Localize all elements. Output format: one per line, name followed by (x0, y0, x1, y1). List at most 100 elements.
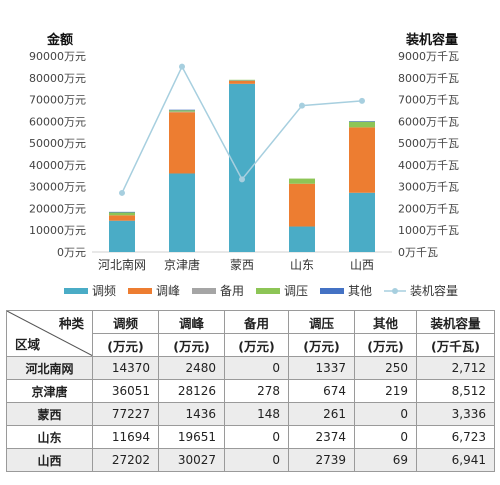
right-tick-label: 1000万千瓦 (398, 224, 459, 237)
category-label: 京津唐 (164, 257, 200, 272)
right-tick-label: 6000万千瓦 (398, 115, 459, 128)
left-tick-label: 40000万元 (29, 159, 86, 172)
bar-segment (289, 183, 315, 227)
table-corner-cell: 种类 区域 (6, 310, 93, 357)
bar-segment (169, 109, 195, 111)
bar-segment (349, 192, 375, 252)
header-tiaofeng: 调峰 (158, 310, 225, 334)
legend-swatch (256, 288, 280, 294)
header-tiaopin: 调频 (92, 310, 159, 334)
right-tick-label: 9000万千瓦 (398, 50, 459, 63)
left-tick-label: 10000万元 (29, 224, 86, 237)
row-region: 河北南网 (6, 356, 93, 380)
table-cell: 0 (224, 356, 289, 380)
table-row: 京津唐 36051 28126 278 674 219 8,512 (6, 379, 495, 403)
legend-label: 装机容量 (410, 283, 458, 298)
table-row: 山西 27202 30027 0 2739 69 6,941 (6, 448, 495, 472)
table-cell: 2,712 (416, 356, 495, 380)
corner-bottom-label: 区域 (15, 337, 41, 352)
header-beiyong: 备用 (224, 310, 289, 334)
left-tick-label: 0万元 (57, 246, 86, 259)
chart-canvas: 金额 装机容量0万元10000万元20000万元30000万元40000万元500… (29, 32, 459, 298)
table-cell: 250 (354, 356, 417, 380)
legend-label: 调频 (92, 284, 116, 298)
table-cell: 19651 (158, 425, 225, 449)
capacity-point (239, 176, 245, 183)
table-cell: 0 (354, 402, 417, 426)
table-cell: 1337 (288, 356, 355, 380)
category-label: 蒙西 (230, 258, 254, 272)
right-tick-label: 4000万千瓦 (398, 159, 459, 172)
row-region: 山西 (6, 448, 93, 472)
legend-swatch (128, 288, 152, 294)
table-row: 河北南网 14370 2480 0 1337 250 2,712 (6, 356, 495, 380)
table-cell: 2374 (288, 425, 355, 449)
table-cell: 0 (224, 448, 289, 472)
bar-segment (169, 173, 195, 252)
left-tick-label: 70000万元 (29, 94, 86, 107)
table-cell: 0 (354, 425, 417, 449)
unit-tiaopin: (万元) (92, 333, 159, 357)
legend-label: 备用 (220, 284, 244, 298)
bar-segment (229, 80, 255, 84)
row-region: 蒙西 (6, 402, 93, 426)
corner-diagonal (7, 311, 92, 356)
bar-segment (169, 112, 195, 174)
right-tick-label: 2000万千瓦 (398, 202, 459, 215)
right-tick-label: 5000万千瓦 (398, 137, 459, 150)
table-cell: 674 (288, 379, 355, 403)
bar-segment (349, 121, 375, 122)
bar-segment (349, 127, 375, 193)
table-cell: 0 (224, 425, 289, 449)
data-table: 种类 区域 调频 调峰 备用 调压 其他 装机容量 (万元) (万元) (万元)… (6, 310, 495, 472)
right-tick-label: 0万千瓦 (398, 246, 438, 259)
table-cell: 36051 (92, 379, 159, 403)
table-cell: 27202 (92, 448, 159, 472)
table-cell: 148 (224, 402, 289, 426)
header-capacity: 装机容量 (416, 310, 495, 334)
legend-label: 调峰 (156, 284, 180, 298)
table-cell: 2480 (158, 356, 225, 380)
legend-swatch (192, 288, 216, 294)
legend-marker (392, 288, 398, 294)
legend-label: 其他 (348, 284, 372, 298)
legend-swatch (64, 288, 88, 294)
bar-segment (109, 220, 135, 252)
bar-segment (229, 80, 255, 81)
header-qita: 其他 (354, 310, 417, 334)
capacity-point (299, 102, 305, 109)
capacity-point (359, 97, 365, 104)
table-cell: 3,336 (416, 402, 495, 426)
category-label: 河北南网 (98, 257, 146, 272)
table-cell: 2739 (288, 448, 355, 472)
table-cell: 69 (354, 448, 417, 472)
category-label: 山东 (290, 258, 314, 272)
table-cell: 1436 (158, 402, 225, 426)
table-cell: 77227 (92, 402, 159, 426)
unit-beiyong: (万元) (224, 333, 289, 357)
bar-segment (289, 178, 315, 184)
table-cell: 8,512 (416, 379, 495, 403)
bar-segment (109, 215, 135, 221)
bar-segment (289, 226, 315, 252)
table-header-row: 种类 区域 调频 调峰 备用 调压 其他 装机容量 (6, 310, 495, 357)
bar-segment (169, 111, 195, 113)
bar-segment (169, 110, 195, 112)
legend-swatch (320, 288, 344, 294)
left-tick-label: 80000万元 (29, 72, 86, 85)
table-cell: 6,941 (416, 448, 495, 472)
legend-label: 调压 (284, 284, 308, 298)
bar-segment (109, 211, 135, 213)
table-cell: 219 (354, 379, 417, 403)
bar-segment (229, 79, 255, 81)
right-tick-label: 8000万千瓦 (398, 72, 459, 85)
table-cell: 261 (288, 402, 355, 426)
left-tick-label: 90000万元 (29, 50, 86, 63)
left-tick-label: 50000万元 (29, 137, 86, 150)
right-axis-title: 装机容量 (405, 32, 458, 48)
table-row: 蒙西 77227 1436 148 261 0 3,336 (6, 402, 495, 426)
unit-qita: (万元) (354, 333, 417, 357)
left-tick-label: 20000万元 (29, 202, 86, 215)
unit-tiaofeng: (万元) (158, 333, 225, 357)
bar-segment (349, 121, 375, 128)
